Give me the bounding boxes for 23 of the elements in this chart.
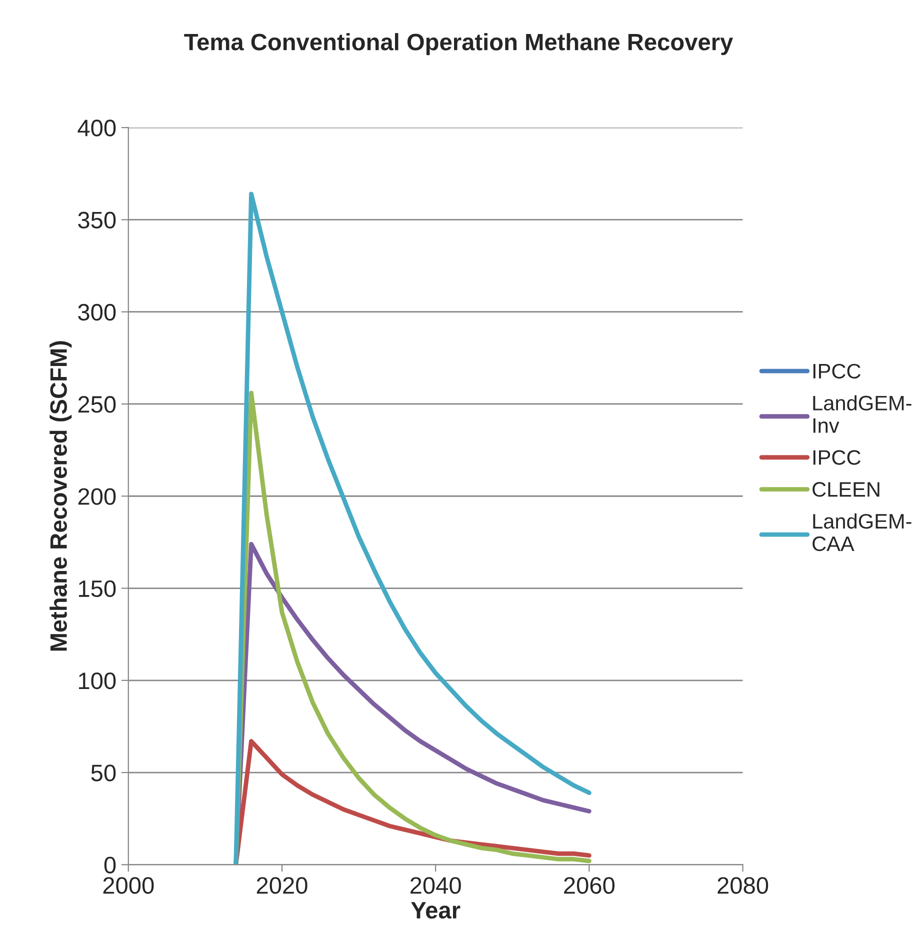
y-axis-title: Methane Recovered (SCFM) (50, 341, 72, 651)
x-tick-label: 2000 (103, 877, 154, 894)
y-tick-label: 0 (104, 856, 116, 874)
chart-title: Tema Conventional Operation Methane Recovery (184, 33, 734, 56)
x-tick-label: 2040 (410, 877, 461, 894)
x-tick-label: 2060 (564, 877, 615, 894)
legend-label: LandGEM-Inv (813, 395, 912, 433)
x-tick-label: 2020 (256, 877, 308, 894)
y-tick-label: 250 (78, 396, 116, 413)
line-series (234, 192, 592, 865)
legend-label: IPCC (813, 364, 860, 379)
y-tick-label: 300 (78, 304, 116, 321)
legend-label: CLEEN (812, 482, 880, 497)
x-axis-title: Year (411, 902, 460, 919)
y-tick-label: 200 (78, 488, 116, 505)
x-tick-label: 2080 (718, 877, 768, 894)
y-tick-label: 100 (78, 672, 116, 690)
y-tick-label: 50 (91, 764, 116, 782)
legend-label: LandGEM-CAA (812, 513, 912, 552)
y-tick-label: 150 (78, 580, 116, 598)
y-tick-label: 350 (78, 212, 116, 228)
y-tick-label: 400 (78, 120, 116, 136)
legend-label: IPCC (813, 450, 860, 465)
